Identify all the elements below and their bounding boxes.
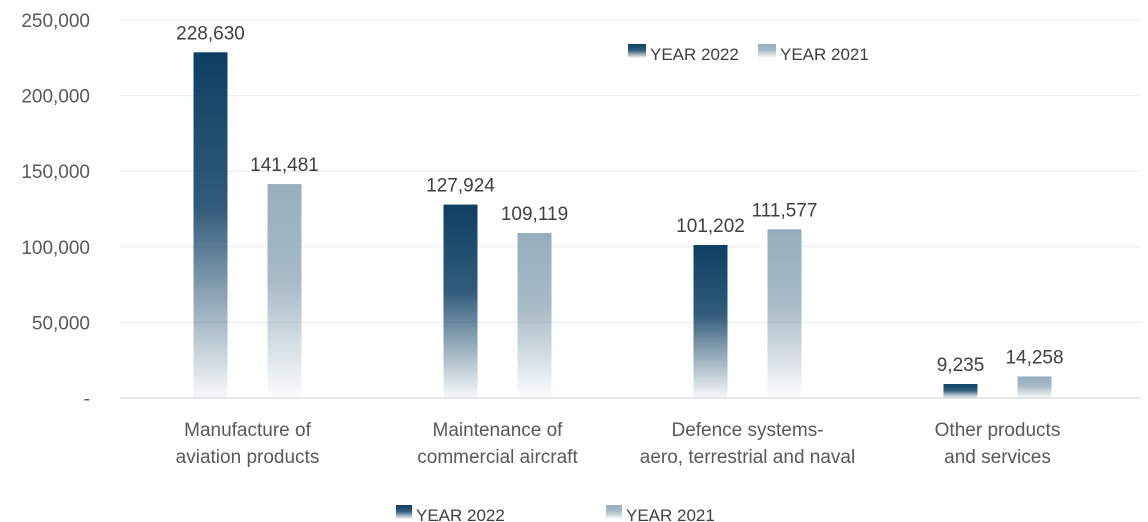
legend-swatch xyxy=(396,505,412,519)
bar-year-2021 xyxy=(1017,376,1052,398)
x-tick-label: Maintenance of commercial aircraft xyxy=(417,420,578,468)
data-label: 111,577 xyxy=(752,200,818,221)
data-label: 101,202 xyxy=(676,216,745,237)
data-label: 14,258 xyxy=(1005,347,1063,368)
bar-year-2022 xyxy=(193,52,228,399)
x-tick-label: Defence systems-aero, terrestrial and na… xyxy=(640,420,855,468)
y-axis: - 50,000 100,000 150,000 200,000 250,000 xyxy=(21,11,90,410)
y-tick-label: 200,000 xyxy=(21,87,90,108)
legend-label: YEAR 2022 xyxy=(650,45,739,64)
bar-year-2022 xyxy=(443,204,478,398)
data-label: 228,630 xyxy=(176,23,245,44)
y-tick-label: 150,000 xyxy=(21,162,90,183)
bar-year-2022 xyxy=(943,384,978,398)
x-tick-label: Manufacture of aviation products xyxy=(176,420,320,468)
data-label: 127,924 xyxy=(426,176,495,197)
legend-swatch xyxy=(758,44,776,58)
bar-year-2021 xyxy=(517,233,552,398)
y-tick-label: 50,000 xyxy=(32,313,90,334)
legend-label: YEAR 2022 xyxy=(416,506,505,522)
y-tick-label: 100,000 xyxy=(21,238,90,259)
bar-year-2021 xyxy=(267,184,302,398)
y-tick-label: - xyxy=(84,389,90,410)
legend-label: YEAR 2021 xyxy=(780,45,869,64)
data-label: 9,235 xyxy=(937,355,985,376)
y-tick-label: 250,000 xyxy=(21,11,90,32)
x-axis: Manufacture of aviation products Maintenan… xyxy=(176,420,1061,468)
bar-year-2021 xyxy=(767,229,802,398)
data-label: 109,119 xyxy=(501,204,568,225)
legend-swatch xyxy=(628,44,646,58)
legend-label: YEAR 2021 xyxy=(626,506,715,522)
legend-bottom: YEAR 2022 YEAR 2021 xyxy=(396,505,715,522)
x-tick-label: Other products and services xyxy=(935,420,1061,468)
bar-year-2022 xyxy=(693,244,728,398)
data-label: 141,481 xyxy=(250,155,319,176)
legend-swatch xyxy=(606,505,622,519)
legend-top: YEAR 2022 YEAR 2021 xyxy=(628,44,869,64)
data-labels: 228,630 141,481 127,924 109,119 101,202 111,5… xyxy=(176,23,1063,376)
bars xyxy=(193,52,1052,399)
